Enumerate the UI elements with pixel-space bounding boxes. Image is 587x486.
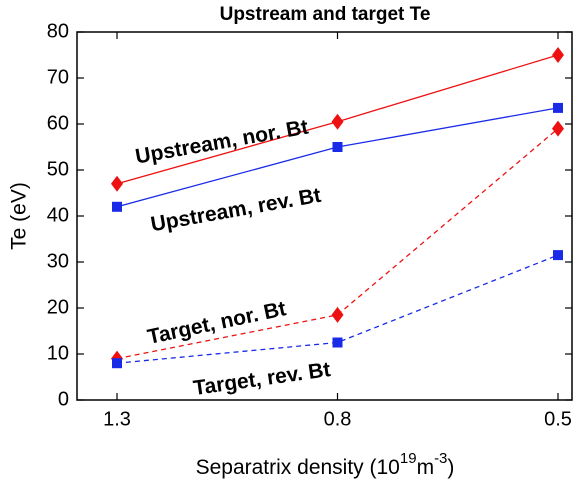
x-label-sup: -3 [434,450,447,467]
marker [112,201,122,212]
marker [553,102,563,113]
chart-title: Upstream and target Te [220,4,431,25]
series-label: Target, nor. Bt [146,297,289,349]
marker [331,306,344,323]
series-line [116,254,559,364]
x-tick-label: 1.3 [103,408,131,430]
marker [332,142,343,152]
y-axis-label: Te (eV) [8,182,31,250]
x-label-sup: 19 [400,450,417,467]
series-line [116,128,559,360]
x-label-part: Separatrix density (10 [196,456,400,479]
x-axis-label: Separatrix density (1019m-3) [196,450,455,479]
y-tick-label: 80 [47,20,69,42]
marker [332,337,343,348]
series-label: Target, rev. Bt [192,358,332,400]
y-tick-label: 70 [47,66,69,88]
y-tick-label: 50 [47,158,69,180]
marker [111,175,123,192]
series-label: Upstream, nor. Bt [134,116,310,169]
x-tick-label: 0.8 [324,408,352,430]
x-tick-label: 0.5 [544,408,572,430]
y-tick-label: 60 [47,112,69,134]
marker [331,113,344,130]
y-tick-label: 30 [47,250,69,272]
x-label-part: ) [447,456,454,479]
marker [552,120,564,137]
y-tick-label: 10 [47,342,69,364]
y-tick-label: 0 [58,388,69,410]
y-tick-label: 40 [47,204,69,226]
marker [553,250,563,261]
marker [552,47,564,63]
x-label-part: m [417,456,435,479]
marker [112,358,122,369]
y-tick-label: 20 [47,296,69,318]
